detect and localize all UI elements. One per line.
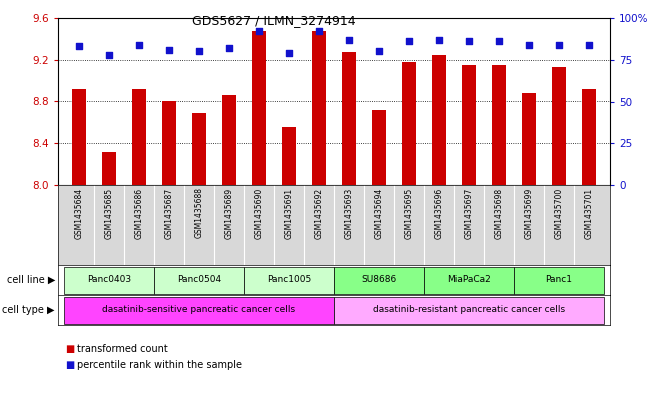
Bar — [154, 266, 244, 294]
Text: GSM1435694: GSM1435694 — [374, 187, 383, 239]
Text: GSM1435701: GSM1435701 — [585, 187, 594, 239]
Point — [314, 28, 324, 35]
Text: GSM1435687: GSM1435687 — [165, 187, 174, 239]
Text: Panc0504: Panc0504 — [177, 275, 221, 284]
Text: dasatinib-sensitive pancreatic cancer cells: dasatinib-sensitive pancreatic cancer ce… — [102, 305, 296, 314]
Bar — [514, 266, 604, 294]
Point — [74, 43, 84, 50]
Point — [464, 38, 474, 44]
Text: transformed count: transformed count — [77, 344, 168, 354]
Text: GSM1435690: GSM1435690 — [255, 187, 264, 239]
Text: GSM1435688: GSM1435688 — [195, 187, 204, 239]
Point — [554, 42, 564, 48]
Text: cell type ▶: cell type ▶ — [3, 305, 55, 315]
Text: ■: ■ — [65, 344, 74, 354]
Text: MiaPaCa2: MiaPaCa2 — [447, 275, 491, 284]
Point — [164, 47, 174, 53]
Bar — [192, 113, 206, 185]
Text: GSM1435693: GSM1435693 — [344, 187, 353, 239]
Bar — [132, 89, 146, 185]
Bar — [222, 95, 236, 185]
Point — [434, 37, 444, 43]
Text: GSM1435700: GSM1435700 — [555, 187, 564, 239]
Bar — [372, 110, 386, 185]
Text: GSM1435689: GSM1435689 — [225, 187, 234, 239]
Text: GSM1435684: GSM1435684 — [74, 187, 83, 239]
Text: GSM1435691: GSM1435691 — [284, 187, 294, 239]
Bar — [342, 52, 355, 185]
Point — [524, 42, 534, 48]
Text: Panc0403: Panc0403 — [87, 275, 131, 284]
Bar — [334, 296, 604, 323]
Bar — [72, 89, 86, 185]
Bar — [312, 31, 326, 185]
Text: cell line ▶: cell line ▶ — [7, 275, 55, 285]
Point — [224, 45, 234, 51]
Bar — [462, 65, 476, 185]
Text: GSM1435686: GSM1435686 — [135, 187, 143, 239]
Point — [344, 37, 354, 43]
Point — [194, 48, 204, 55]
Point — [584, 42, 594, 48]
Text: percentile rank within the sample: percentile rank within the sample — [77, 360, 242, 370]
Bar — [283, 127, 296, 185]
Point — [374, 48, 384, 55]
Bar — [244, 266, 334, 294]
Text: GSM1435685: GSM1435685 — [105, 187, 113, 239]
Text: SU8686: SU8686 — [361, 275, 396, 284]
Point — [104, 51, 114, 58]
Bar — [582, 89, 596, 185]
Text: GSM1435699: GSM1435699 — [525, 187, 534, 239]
Text: dasatinib-resistant pancreatic cancer cells: dasatinib-resistant pancreatic cancer ce… — [373, 305, 565, 314]
Bar — [432, 55, 446, 185]
Bar — [162, 101, 176, 185]
Point — [134, 42, 145, 48]
Text: GSM1435695: GSM1435695 — [404, 187, 413, 239]
Bar — [552, 67, 566, 185]
Text: Panc1005: Panc1005 — [267, 275, 311, 284]
Text: GSM1435697: GSM1435697 — [465, 187, 473, 239]
Bar — [492, 65, 506, 185]
Text: ■: ■ — [65, 360, 74, 370]
Text: GSM1435692: GSM1435692 — [314, 187, 324, 239]
Point — [254, 28, 264, 35]
Text: GSM1435698: GSM1435698 — [495, 187, 503, 239]
Bar — [522, 93, 536, 185]
Point — [494, 38, 505, 44]
Bar — [64, 266, 154, 294]
Text: Panc1: Panc1 — [546, 275, 572, 284]
Bar — [102, 152, 116, 185]
Point — [284, 50, 294, 56]
Bar — [64, 296, 334, 323]
Bar — [252, 31, 266, 185]
Bar — [402, 62, 416, 185]
Text: GSM1435696: GSM1435696 — [434, 187, 443, 239]
Point — [404, 38, 414, 44]
Bar — [424, 266, 514, 294]
Text: GDS5627 / ILMN_3274914: GDS5627 / ILMN_3274914 — [191, 14, 355, 27]
Bar — [334, 266, 424, 294]
